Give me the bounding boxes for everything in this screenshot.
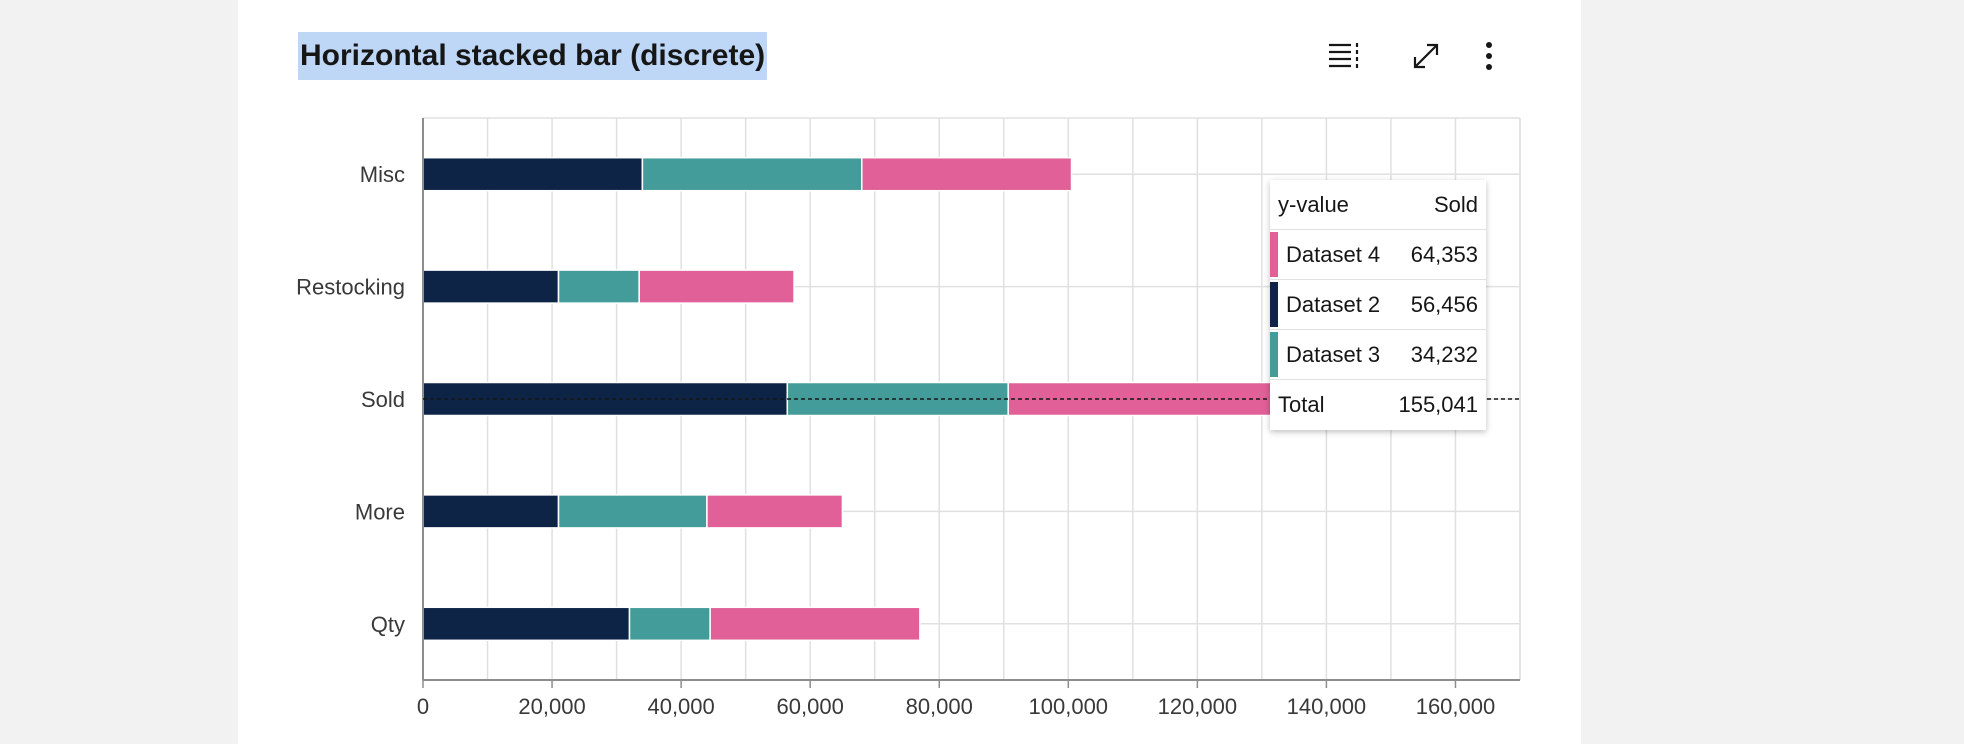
bar-segment	[709, 606, 921, 642]
tooltip-row-dataset2: Dataset 2 56,456	[1270, 280, 1486, 330]
x-tick-label: 120,000	[1158, 694, 1238, 719]
tooltip-total-label: Total	[1278, 392, 1325, 417]
bar-segment	[861, 156, 1073, 192]
tooltip-row-label: Dataset 2	[1286, 291, 1381, 317]
x-tick-label: 0	[417, 694, 429, 719]
tooltip-total-value: 155,041	[1398, 392, 1478, 417]
x-tick-label: 100,000	[1029, 694, 1109, 719]
bar-segment	[706, 494, 844, 529]
tooltip-header-label: y-value	[1278, 191, 1349, 217]
bar-segment	[422, 156, 644, 192]
bar-segment	[557, 494, 708, 529]
tooltip-row-value: 56,456	[1410, 291, 1478, 317]
tooltip-row-label: Dataset 3	[1286, 341, 1381, 367]
x-tick-label: 60,000	[777, 694, 844, 719]
bar-segment	[641, 156, 863, 192]
tooltip-row-value: 64,353	[1410, 241, 1478, 267]
bar-segment	[628, 606, 711, 642]
x-tick-label: 80,000	[906, 694, 973, 719]
bar-segment	[422, 269, 560, 304]
legend-swatch	[1270, 332, 1278, 377]
tooltip-row-label: Dataset 4	[1286, 241, 1381, 267]
chart-title: Horizontal stacked bar (discrete)	[298, 32, 768, 80]
tooltip-header: y-value Sold	[1270, 180, 1486, 230]
tooltip-total-row: Total 155,041	[1270, 380, 1486, 430]
x-tick-label: 160,000	[1416, 694, 1496, 719]
bar-segment	[638, 269, 795, 304]
y-tick-label: Qty	[371, 612, 405, 637]
y-tick-label: Restocking	[296, 275, 405, 300]
tooltip-row-dataset3: Dataset 3 34,232	[1270, 330, 1486, 380]
bar-segment	[422, 606, 631, 642]
x-tick-label: 40,000	[647, 694, 714, 719]
bar-segment	[422, 494, 560, 529]
bar-segment	[557, 269, 640, 304]
tooltip-row-dataset4: Dataset 4 64,353	[1270, 230, 1486, 280]
y-tick-label: Misc	[360, 162, 405, 187]
bar-segment	[786, 381, 1009, 417]
legend-swatch	[1270, 232, 1278, 277]
tooltip-row-value: 34,232	[1410, 341, 1478, 367]
tooltip-header-value: Sold	[1433, 191, 1478, 217]
x-tick-label: 20,000	[518, 694, 585, 719]
x-tick-label: 140,000	[1287, 694, 1367, 719]
table-view-icon[interactable]	[1325, 36, 1365, 76]
maximize-icon[interactable]	[1406, 36, 1446, 76]
legend-swatch	[1270, 282, 1278, 327]
chart-tooltip: y-value Sold Dataset 4 64,353 Dataset 2 …	[1270, 180, 1486, 430]
overflow-menu-icon[interactable]	[1469, 36, 1509, 76]
y-tick-label: Sold	[361, 387, 405, 412]
y-tick-label: More	[355, 499, 405, 524]
